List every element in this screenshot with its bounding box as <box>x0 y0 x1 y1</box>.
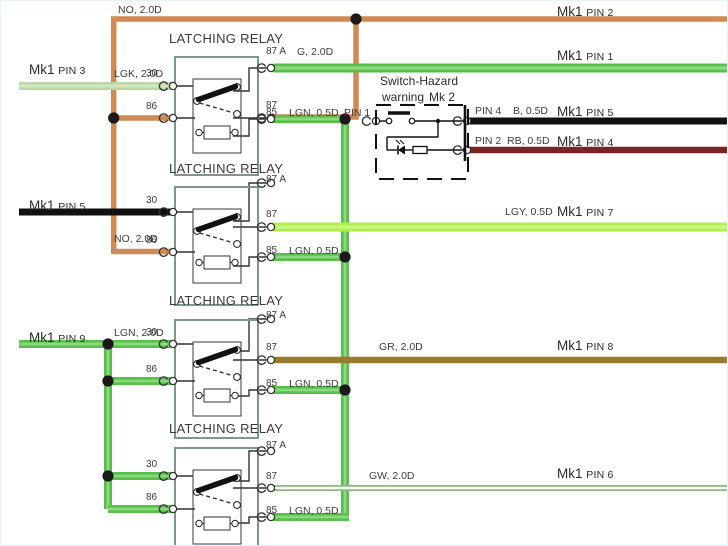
wire-label-lgn-0-5d-r2: LGN, 0.5D <box>289 245 339 257</box>
connector-pin: PIN 6 <box>586 469 614 481</box>
relay-2[interactable] <box>175 187 258 305</box>
connector-mk1-pin-3: Mk1 PIN 3 <box>29 63 86 77</box>
wire-layer <box>19 16 727 524</box>
hazard-pin-2: PIN 2 <box>475 135 502 147</box>
connector-pin: PIN 2 <box>586 7 614 19</box>
connector-prefix: Mk1 <box>557 104 583 119</box>
wire-label-gw-2-0d: GW, 2.0D <box>369 470 415 482</box>
wire-label-b-0-5d: B, 0.5D <box>513 105 549 117</box>
relay-3-terminal-30: 30 <box>146 327 158 338</box>
relay-3-terminal-86: 86 <box>146 364 158 375</box>
junction-dot <box>339 251 351 263</box>
relay-1-terminal-87a: 87 A <box>266 46 287 57</box>
relay-2-terminal-87: 87 <box>266 209 278 220</box>
connector-mk1-pin-5-left: Mk1 PIN 5 <box>29 199 86 213</box>
relay-4-terminal-87a: 87 A <box>266 440 287 451</box>
junction-dot <box>102 338 114 350</box>
wire-label-lgn-0-5d-r4: LGN, 0.5D <box>289 505 339 517</box>
relay-2-terminal-86: 86 <box>146 235 158 246</box>
wire-label-lgn-0-5d-r1: LGN, 0.5D <box>289 107 339 119</box>
connector-mk1-pin-2: Mk1 PIN 2 <box>557 5 614 19</box>
relay-3-terminal-87a: 87 A <box>266 310 287 321</box>
relay-4-terminal-87: 87 <box>266 471 278 482</box>
relay-3-terminal-87: 87 <box>266 342 278 353</box>
relay-4-terminal-30: 30 <box>146 459 158 470</box>
junction-dot <box>102 470 114 482</box>
connector-pin: PIN 5 <box>58 201 86 213</box>
connector-mk1-pin-4: Mk1 PIN 4 <box>557 135 614 149</box>
relay-4-terminal-85: 85 <box>266 505 278 516</box>
hazard-title-line1: Switch-Hazard <box>380 74 459 88</box>
relay-1-terminal-85: 85 <box>266 107 278 118</box>
connector-pin: PIN 9 <box>58 333 86 345</box>
relay-4[interactable] <box>175 448 258 546</box>
relay-2-terminal-85: 85 <box>266 245 278 256</box>
junction-dot <box>350 13 362 25</box>
connector-prefix: Mk1 <box>557 48 583 63</box>
connector-mk1-pin-6: Mk1 PIN 6 <box>557 467 614 481</box>
wire-label-pin-1-node: PIN 1 <box>344 107 371 119</box>
wire-label-lgk-2-0d: LGK, 2.0D <box>114 68 164 80</box>
connector-mk1-pin-9: Mk1 PIN 9 <box>29 331 86 345</box>
relay-1-terminal-87: 87 <box>266 100 278 111</box>
connector-mk1-pin-5-right: Mk1 PIN 5 <box>557 105 614 119</box>
connector-prefix: Mk1 <box>29 330 55 345</box>
connector-mk1-pin-8: Mk1 PIN 8 <box>557 339 614 353</box>
relay-3-terminal-85: 85 <box>266 378 278 389</box>
hazard-title-line2: warning <box>382 90 425 104</box>
connector-pin: PIN 3 <box>58 65 86 77</box>
connector-pin: PIN 8 <box>586 341 614 353</box>
wire-label-no-2-0d-r2: NO, 2.0D <box>114 233 158 245</box>
junction-dot <box>339 384 351 396</box>
wire-label-g-2-0d: G, 2.0D <box>297 46 334 58</box>
relay-1-title: LATCHING RELAY <box>169 31 284 46</box>
junction-dot <box>339 113 351 125</box>
wire-label-lgy-0-5d: LGY, 0.5D <box>505 206 553 218</box>
connector-mk1-pin-7: Mk1 PIN 7 <box>557 205 614 219</box>
connector-prefix: Mk1 <box>557 466 583 481</box>
switch-hazard-warning-box[interactable] <box>375 104 469 180</box>
relay-2-title: LATCHING RELAY <box>169 161 284 176</box>
wire-label-rb-0-5d: RB, 0.5D <box>507 135 550 147</box>
connector-pin: PIN 4 <box>586 137 614 149</box>
relay-4-title: LATCHING RELAY <box>169 421 284 436</box>
connector-prefix: Mk1 <box>557 338 583 353</box>
wire-label-gr-2-0d: GR, 2.0D <box>379 341 423 353</box>
wire-label-lgn-2-0d: LGN, 2.0D <box>114 327 164 339</box>
relay-1[interactable] <box>175 57 258 175</box>
connector-prefix: Mk1 <box>29 198 55 213</box>
junction-dot <box>108 112 120 124</box>
connector-pin: PIN 5 <box>586 107 614 119</box>
wire-lgn-bus-right <box>273 115 349 521</box>
junction-dots <box>102 13 362 482</box>
relay-3-title: LATCHING RELAY <box>169 293 284 308</box>
connector-pin: PIN 1 <box>586 51 614 63</box>
relay-2-terminal-87a: 87 A <box>266 174 287 185</box>
connector-prefix: Mk1 <box>557 4 583 19</box>
connector-prefix: Mk1 <box>29 62 55 77</box>
connector-mk1-pin-1: Mk1 PIN 1 <box>557 49 614 63</box>
connector-prefix: Mk1 <box>557 204 583 219</box>
hazard-title-line3: Mk 2 <box>429 90 456 104</box>
relay-1-terminal-86: 86 <box>146 101 158 112</box>
wire-label-lgn-0-5d-r3: LGN, 0.5D <box>289 378 339 390</box>
junction-dot <box>102 375 114 387</box>
relay-1-terminal-30: 30 <box>146 68 158 79</box>
connector-prefix: Mk1 <box>557 134 583 149</box>
relay-4-terminal-86: 86 <box>146 492 158 503</box>
hazard-pin-4: PIN 4 <box>475 105 502 117</box>
relay-2-terminal-30: 30 <box>146 195 158 206</box>
connector-pin: PIN 7 <box>586 207 614 219</box>
wire-label-no-2-0d-top: NO, 2.0D <box>118 4 162 16</box>
